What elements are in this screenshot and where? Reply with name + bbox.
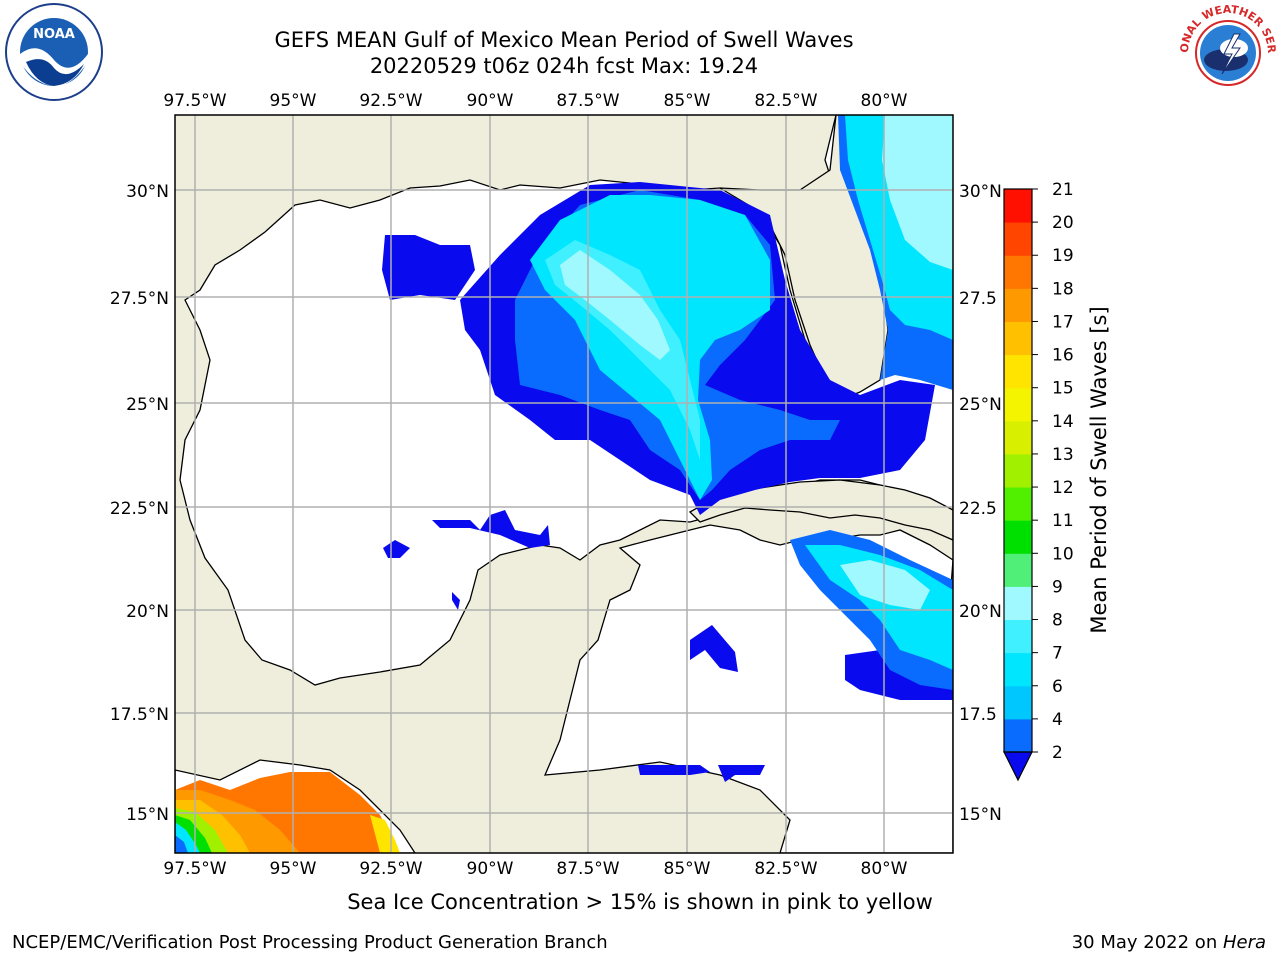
lon-label: 92.5°W	[359, 859, 422, 879]
colorbar-tick-label: 6	[1052, 677, 1063, 697]
latitude-labels-right: 30°N 27.5 25°N 22.5 20°N 17.5 15°N	[959, 182, 1002, 825]
lon-label: 85°W	[664, 859, 711, 879]
colorbar-tick-label: 21	[1052, 180, 1074, 200]
colorbar-segment	[1004, 718, 1032, 753]
lon-label: 90°W	[467, 859, 514, 879]
latitude-labels-left: 30°N 27.5°N 25°N 22.5°N 20°N 17.5°N 15°N	[110, 182, 169, 825]
map-gridlines	[175, 115, 953, 853]
colorbar-segment	[1004, 487, 1032, 521]
longitude-labels-top: 97.5°W 95°W 92.5°W 90°W 87.5°W 85°W 82.5…	[163, 91, 907, 111]
lon-label: 95°W	[270, 859, 317, 879]
lon-label: 97.5°W	[163, 859, 226, 879]
map-subtitle: 20220529 t06z 024h fcst Max: 19.24	[369, 54, 759, 78]
colorbar-segment	[1004, 685, 1032, 720]
sea-ice-note: Sea Ice Concentration > 15% is shown in …	[347, 890, 933, 914]
colorbar-tick-label: 15	[1052, 379, 1074, 399]
lon-label: 82.5°W	[754, 91, 817, 111]
colorbar-segment	[1004, 652, 1032, 687]
colorbar-tick-label: 10	[1052, 544, 1074, 564]
lat-label: 27.5	[959, 289, 997, 309]
cuba-land	[688, 479, 953, 541]
colorbar-segment	[1004, 420, 1032, 455]
run-date-text: 30 May 2022 on	[1071, 932, 1223, 953]
lat-label: 17.5°N	[110, 705, 169, 725]
lon-label: 95°W	[270, 91, 317, 111]
colorbar-tick-label: 2	[1052, 743, 1063, 763]
map-title: GEFS MEAN Gulf of Mexico Mean Period of …	[274, 28, 854, 52]
colorbar-segment	[1004, 387, 1032, 422]
swell-period-contours	[175, 115, 953, 853]
colorbar-label: Mean Period of Swell Waves [s]	[1087, 306, 1111, 633]
lat-label: 30°N	[126, 182, 169, 202]
lon-label: 90°W	[467, 91, 514, 111]
lat-label: 22.5°N	[110, 499, 169, 519]
colorbar-tick-label: 18	[1052, 279, 1074, 299]
lon-label: 82.5°W	[754, 859, 817, 879]
colorbar-segment	[1004, 354, 1032, 389]
lon-label: 97.5°W	[163, 91, 226, 111]
colorbar-tick-label: 13	[1052, 445, 1074, 465]
lon-label: 80°W	[861, 91, 908, 111]
colorbar-tick-label: 7	[1052, 644, 1063, 664]
colorbar-segment	[1004, 288, 1032, 322]
colorbar-tick-label: 4	[1052, 710, 1063, 730]
colorbar-segment	[1004, 586, 1032, 621]
colorbar-tick-label: 11	[1052, 511, 1074, 531]
colorbar: 2 4 6 7 8 9 10 11 12 13 14 15 16 17 18 19 20 21	[1003, 180, 1074, 782]
colorbar-segment	[1004, 619, 1032, 654]
colorbar-segment	[1004, 222, 1032, 256]
lat-label: 15°N	[959, 805, 1002, 825]
colorbar-tick-label: 12	[1052, 478, 1074, 498]
colorbar-tick-label: 9	[1052, 577, 1063, 597]
national-weather-service-logo-icon: NATIONAL WEATHER SERVICE	[1178, 4, 1278, 100]
colorbar-frame	[1003, 188, 1033, 753]
colorbar-tick-label: 8	[1052, 611, 1063, 631]
colorbar-segment	[1004, 520, 1032, 554]
map-frame	[174, 114, 954, 854]
lon-label: 87.5°W	[556, 91, 619, 111]
run-date: 30 May 2022 on Hera	[1072, 932, 1266, 953]
noaa-logo-text: NOAA	[33, 27, 75, 42]
organization-credit: NCEP/EMC/Verification Post Processing Pr…	[12, 932, 608, 953]
lat-label: 17.5	[959, 705, 997, 725]
lat-label: 25°N	[959, 395, 1002, 415]
colorbar-segment	[1004, 255, 1032, 289]
lat-label: 27.5°N	[110, 289, 169, 309]
lat-label: 30°N	[959, 182, 1002, 202]
colorbar-segment	[1004, 189, 1032, 223]
colorbar-tick-label: 14	[1052, 412, 1074, 432]
colorbar-segment	[1004, 453, 1032, 488]
colorbar-underflow-triangle	[1003, 751, 1033, 782]
noaa-logo-icon: NOAA	[5, 3, 103, 101]
colorbar-tick-label: 20	[1052, 213, 1074, 233]
lat-label: 22.5	[959, 499, 997, 519]
lon-label: 87.5°W	[556, 859, 619, 879]
colorbar-segment	[1004, 553, 1032, 587]
colorbar-tick-label: 16	[1052, 346, 1074, 366]
colorbar-segment	[1004, 321, 1032, 356]
colorbar-tick-label: 17	[1052, 312, 1074, 332]
lat-label: 20°N	[126, 602, 169, 622]
lon-label: 85°W	[664, 91, 711, 111]
lat-label: 20°N	[959, 602, 1002, 622]
host-name: Hera	[1222, 932, 1266, 953]
lat-label: 15°N	[126, 805, 169, 825]
lon-label: 80°W	[861, 859, 908, 879]
lon-label: 92.5°W	[359, 91, 422, 111]
longitude-labels-bottom: 97.5°W 95°W 92.5°W 90°W 87.5°W 85°W 82.5…	[163, 859, 907, 879]
colorbar-tick-label: 19	[1052, 246, 1074, 266]
lat-label: 25°N	[126, 395, 169, 415]
